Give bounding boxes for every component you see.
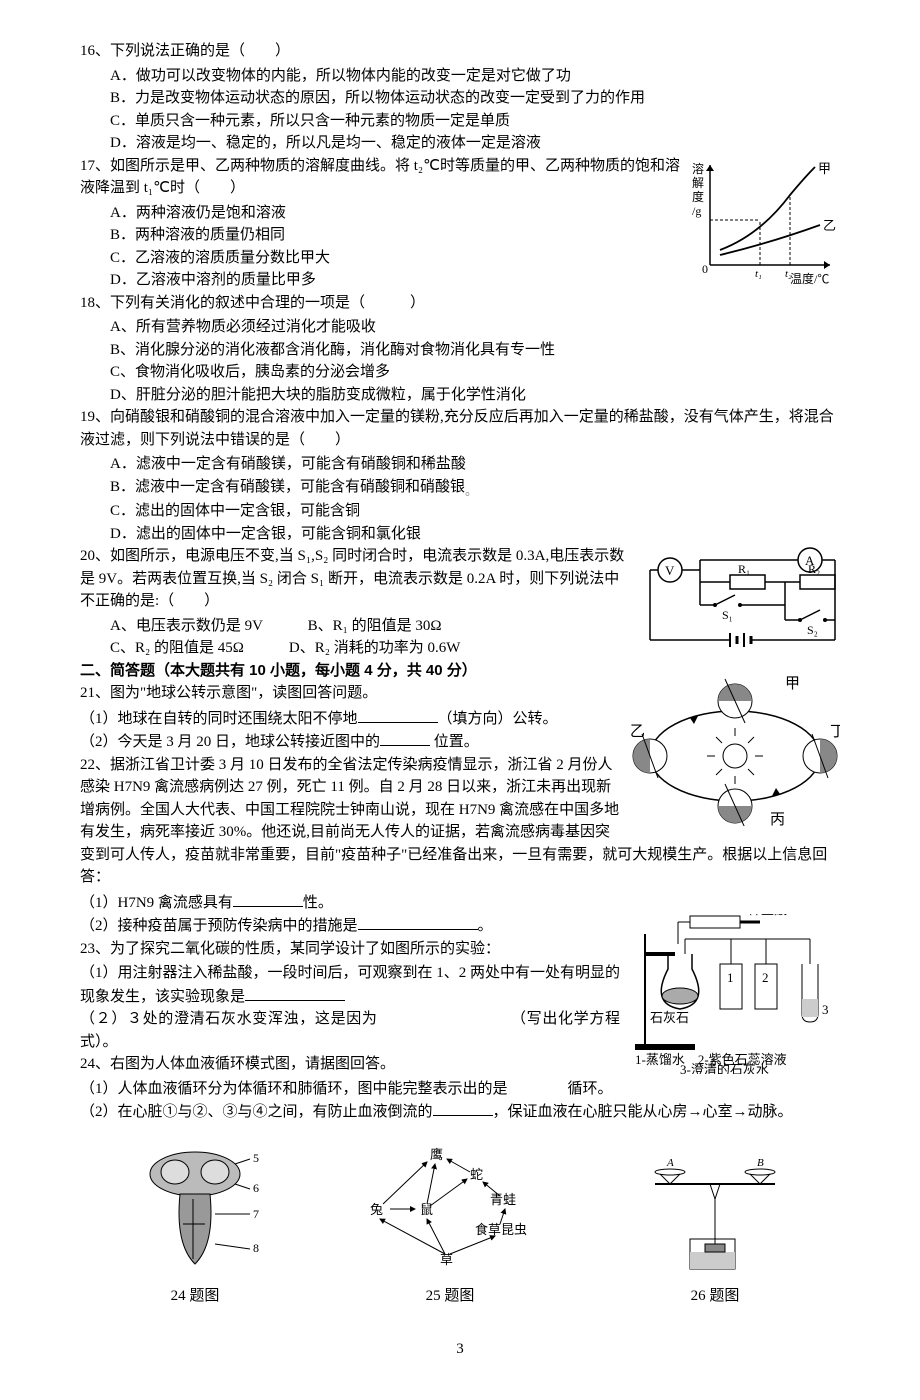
svg-text:蛇: 蛇: [470, 1167, 483, 1182]
q16-opt-b: B．力是改变物体运动状态的原因，所以物体运动状态的改变一定受到了力的作用: [80, 87, 840, 110]
svg-text:稀盐酸: 稀盐酸: [748, 914, 787, 917]
q24-p2: （2）在心脏①与②、③与④之间，有防止血液倒流的，保证血液在心脏只能从心房→心室…: [80, 1100, 840, 1124]
q19-opt-a: A．滤液中一定含有硝酸镁，可能含有硝酸铜和稀盐酸: [80, 453, 840, 476]
q16-opt-c: C．单质只含一种元素，所以只含一种元素的物质一定是单质: [80, 110, 840, 133]
q16-opt-d: D．溶液是均一、稳定的，所以凡是均一、稳定的液体一定是溶液: [80, 132, 840, 155]
svg-text:A: A: [666, 1157, 674, 1169]
svg-text:/g: /g: [692, 204, 701, 218]
svg-text:R₁: R₁: [738, 562, 750, 576]
svg-text:度: 度: [692, 189, 704, 204]
svg-text:甲: 甲: [785, 676, 800, 692]
q18-opt-c: C、食物消化吸收后，胰岛素的分泌会增多: [80, 361, 840, 384]
svg-text:鼠: 鼠: [420, 1202, 433, 1217]
svg-text:S₂: S₂: [807, 623, 818, 637]
fig26-cell: A B 26 题图: [635, 1144, 795, 1308]
q22-p1: （1）H7N9 禽流感具有性。: [80, 891, 840, 915]
circuit-diagram: V A R₁ R₂ S₁ S₂: [640, 545, 840, 663]
svg-text:t₁: t₁: [755, 268, 762, 280]
svg-text:S₁: S₁: [722, 608, 733, 622]
earth-revolution-diagram: 甲 乙 丙 丁: [630, 676, 840, 834]
svg-text:8: 8: [253, 1241, 259, 1255]
svg-text:食草昆虫: 食草昆虫: [475, 1222, 527, 1237]
svg-text:B: B: [757, 1157, 764, 1169]
q16-stem: 16、下列说法正确的是（ ）: [80, 40, 840, 63]
x-axis-label: 温度/℃: [790, 271, 829, 285]
svg-text:1: 1: [727, 970, 734, 985]
q19-opt-d: D．滤出的固体中一定含银，可能含铜和氯化银: [80, 523, 840, 546]
svg-text:石灰石: 石灰石: [650, 1010, 689, 1025]
fig25-cell: 鹰 蛇 青蛙 食草昆虫 鼠 兔 草 25 题图: [355, 1144, 545, 1308]
svg-text:7: 7: [253, 1207, 259, 1221]
curve-jia-label: 甲: [818, 161, 831, 176]
curve-yi-label: 乙: [823, 218, 836, 233]
svg-text:丁: 丁: [830, 724, 840, 740]
svg-text:解: 解: [692, 176, 704, 190]
q18-opt-d: D、肝脏分泌的胆汁能把大块的脂肪变成微粒，属于化学性消化: [80, 384, 840, 407]
svg-text:R₂: R₂: [808, 562, 820, 576]
svg-text:6: 6: [253, 1181, 259, 1195]
svg-text:3-澄清的石灰水: 3-澄清的石灰水: [680, 1062, 769, 1074]
svg-text:兔: 兔: [370, 1202, 383, 1217]
fig24-caption: 24 题图: [125, 1285, 265, 1308]
svg-text:乙: 乙: [630, 724, 645, 740]
co2-experiment-diagram: 稀盐酸 石灰石 1 2 3 1-蒸馏水 2-紫色石蕊溶液 3-澄清的石灰水: [630, 914, 840, 1082]
svg-text:溶: 溶: [692, 161, 704, 176]
svg-text:V: V: [665, 563, 675, 578]
q19-opt-b: B．滤液中一定含有硝酸镁，可能含有硝酸铜和硝酸银。: [80, 476, 840, 501]
svg-text:丙: 丙: [770, 812, 785, 826]
fig25-caption: 25 题图: [355, 1285, 545, 1308]
q19-stem: 19、向硝酸银和硝酸铜的混合溶液中加入一定量的镁粉,充分反应后再加入一定量的稀盐…: [80, 406, 840, 451]
q18-opt-a: A、所有营养物质必须经过消化才能吸收: [80, 316, 840, 339]
solubility-graph: 甲 乙 t₁ t₂ 0 温度/℃ 溶 解 度 /g: [690, 155, 840, 293]
q19-opt-c: C．滤出的固体中一定含银，可能含铜: [80, 500, 840, 523]
q16-opt-a: A．做功可以改变物体的内能，所以物体内能的改变一定是对它做了功: [80, 65, 840, 88]
svg-text:草: 草: [440, 1252, 453, 1267]
q18-stem: 18、下列有关消化的叙述中合理的一项是（ ）: [80, 292, 840, 315]
bottom-figure-row: 5 6 7 8 24 题图 鹰 蛇 青蛙 食草昆虫 鼠 兔 草 25: [80, 1144, 840, 1308]
q18-opt-b: B、消化腺分泌的消化液都含消化酶，消化酶对食物消化具有专一性: [80, 339, 840, 362]
svg-text:5: 5: [253, 1151, 259, 1165]
fig26-caption: 26 题图: [635, 1285, 795, 1308]
svg-text:0: 0: [702, 262, 708, 276]
svg-text:2: 2: [762, 970, 769, 985]
svg-text:青蛙: 青蛙: [490, 1192, 516, 1207]
svg-text:鹰: 鹰: [430, 1147, 443, 1162]
page-number: 3: [80, 1338, 840, 1361]
fig24-cell: 5 6 7 8 24 题图: [125, 1144, 265, 1308]
svg-text:3: 3: [822, 1002, 829, 1017]
